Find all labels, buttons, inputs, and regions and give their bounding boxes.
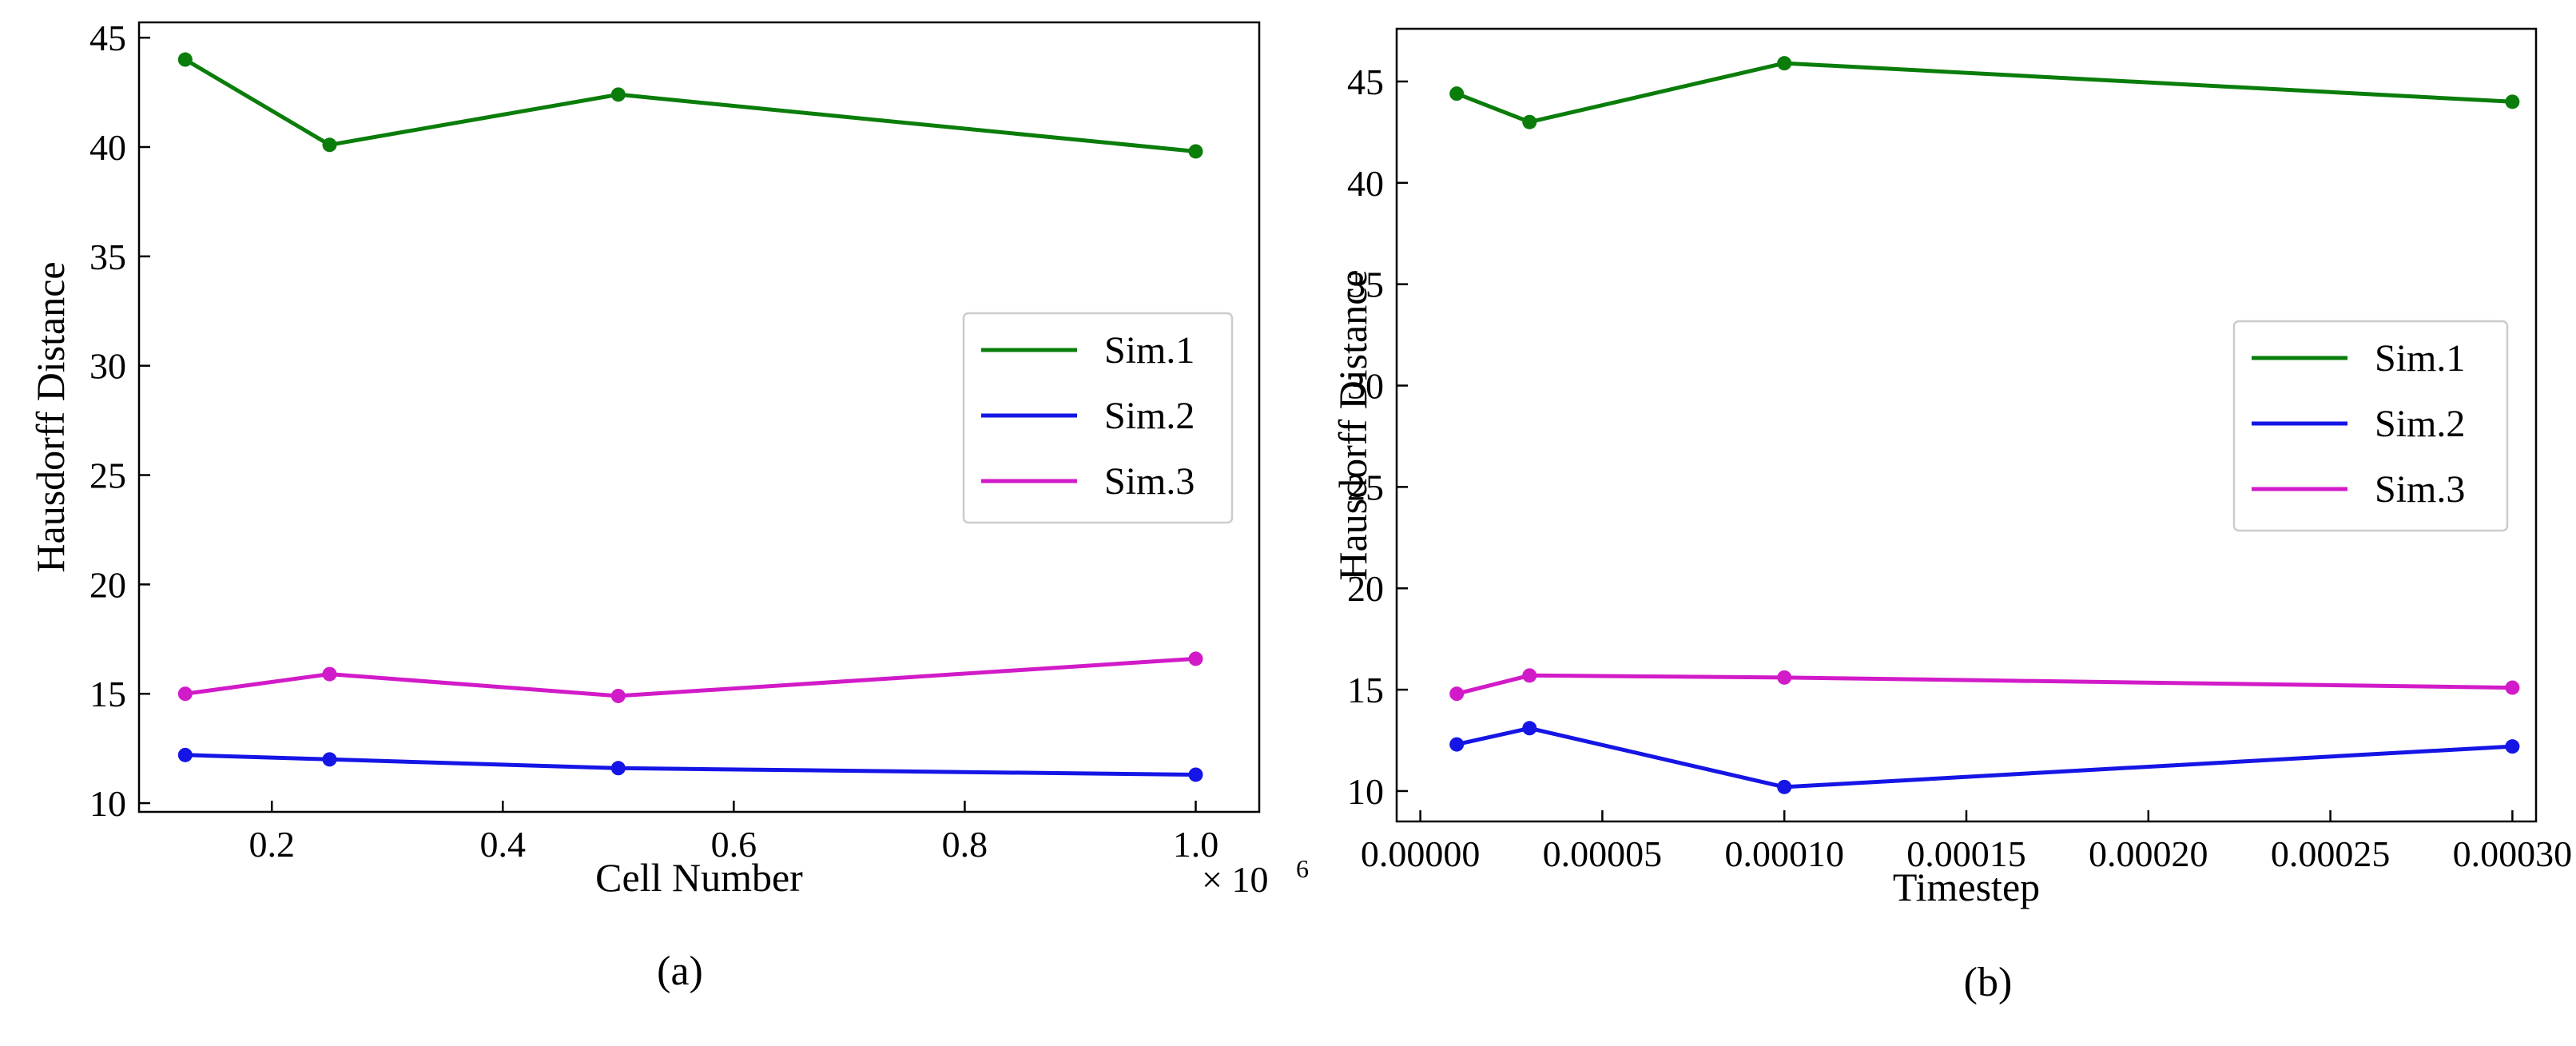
y-tick-label: 40 <box>89 127 126 168</box>
series-sim-2 <box>1449 721 2520 794</box>
x-tick-label: 1.0 <box>1173 824 1219 865</box>
y-tick-label: 10 <box>89 783 126 824</box>
series-line <box>185 656 1196 698</box>
series-line <box>1456 726 2513 789</box>
data-point <box>177 686 193 702</box>
x-tick-label: 0.6 <box>711 824 757 865</box>
series-sim-1 <box>177 52 1203 159</box>
y-tick-label: 30 <box>1347 366 1384 407</box>
data-point <box>322 137 337 153</box>
data-point <box>1449 86 1465 101</box>
x-tick-label: 0.00010 <box>1724 833 1844 874</box>
x-tick-label: 0.4 <box>480 824 527 865</box>
legend-label: Sim.1 <box>2375 337 2465 380</box>
data-point <box>1777 779 1792 794</box>
data-point <box>1522 114 1537 129</box>
x-axis-label: Cell Number <box>595 855 803 900</box>
y-tick-label: 30 <box>89 346 126 387</box>
y-tick-label: 25 <box>89 455 126 496</box>
series-line <box>185 753 1196 777</box>
data-point <box>322 752 337 767</box>
legend-label: Sim.2 <box>2375 403 2465 445</box>
x-multiplier-exponent: 6 <box>1296 854 1309 883</box>
data-point <box>177 52 193 67</box>
series-sim-1 <box>1449 56 2520 129</box>
y-axis-label: Hausdorff Distance <box>28 261 73 572</box>
y-tick-label: 15 <box>89 674 126 714</box>
series-sim-2 <box>177 747 1203 782</box>
data-point <box>322 666 337 682</box>
legend-label: Sim.2 <box>1104 395 1195 437</box>
x-tick-label: 0.00000 <box>1361 833 1481 874</box>
data-point <box>1188 651 1203 666</box>
x-axis-label: Timestep <box>1893 865 2040 909</box>
series-sim-3 <box>177 651 1203 703</box>
data-point <box>1188 767 1203 782</box>
x-tick-label: 0.00025 <box>2271 833 2391 874</box>
data-point <box>610 761 626 776</box>
data-point <box>177 747 193 762</box>
series-line <box>1456 61 2513 125</box>
legend-box <box>2232 320 2509 532</box>
legend-label: Sim.1 <box>1104 329 1195 372</box>
data-point <box>1188 144 1203 159</box>
chart-panel-b: 10 15 20 25 30 35 40 45 0.00000 0.00005 0.00010 0.0… <box>1330 27 2573 1005</box>
data-point <box>2505 680 2520 695</box>
data-point <box>1522 721 1537 736</box>
data-point <box>1449 686 1465 702</box>
y-tick-label: 40 <box>1347 163 1384 204</box>
y-tick-label: 35 <box>89 237 126 277</box>
y-axis-label: Hausdorff Distance <box>1330 269 1375 580</box>
data-point <box>2505 94 2520 109</box>
y-tick-label: 10 <box>1347 771 1384 812</box>
y-tick-label: 35 <box>1347 264 1384 305</box>
panel-caption: (a) <box>657 949 703 994</box>
x-tick-label: 0.2 <box>248 824 295 865</box>
x-tick-label: 0.00030 <box>2453 833 2573 874</box>
data-point <box>610 87 626 102</box>
legend-label: Sim.3 <box>2375 468 2465 511</box>
x-tick-label: 0.00005 <box>1543 833 1663 874</box>
series-line <box>184 58 1196 153</box>
x-tick-label: 0.00020 <box>2089 833 2208 874</box>
series-line <box>1456 673 2513 696</box>
legend: Sim.1 Sim.2 Sim.3 <box>2232 320 2509 532</box>
data-point <box>1777 56 1792 71</box>
data-point <box>1449 737 1465 752</box>
x-tick-label: 0.00015 <box>1906 833 2026 874</box>
y-tick-label: 15 <box>1347 670 1384 710</box>
plot-frame <box>137 21 1261 813</box>
series-sim-3 <box>1449 668 2520 702</box>
data-point <box>610 688 626 703</box>
x-tick-label: 0.8 <box>942 824 988 865</box>
y-tick-label: 20 <box>89 564 126 605</box>
y-tick-label: 25 <box>1347 467 1384 507</box>
y-tick-label: 20 <box>1347 568 1384 609</box>
chart-panel-a: 10 15 20 25 30 35 40 45 0.2 0.4 0.6 0.8 1.0 Cell Numb… <box>28 18 1309 994</box>
legend-label: Sim.3 <box>1104 460 1195 503</box>
data-point <box>1522 668 1537 683</box>
y-tick-label: 45 <box>89 18 126 58</box>
legend-box <box>962 312 1234 524</box>
data-point <box>1777 670 1792 685</box>
data-point <box>2505 739 2520 754</box>
y-tick-label: 45 <box>1347 62 1384 102</box>
panel-caption: (b) <box>1964 960 2013 1005</box>
legend: Sim.1 Sim.2 Sim.3 <box>962 312 1234 524</box>
x-multiplier-label: × 10 <box>1202 859 1268 900</box>
